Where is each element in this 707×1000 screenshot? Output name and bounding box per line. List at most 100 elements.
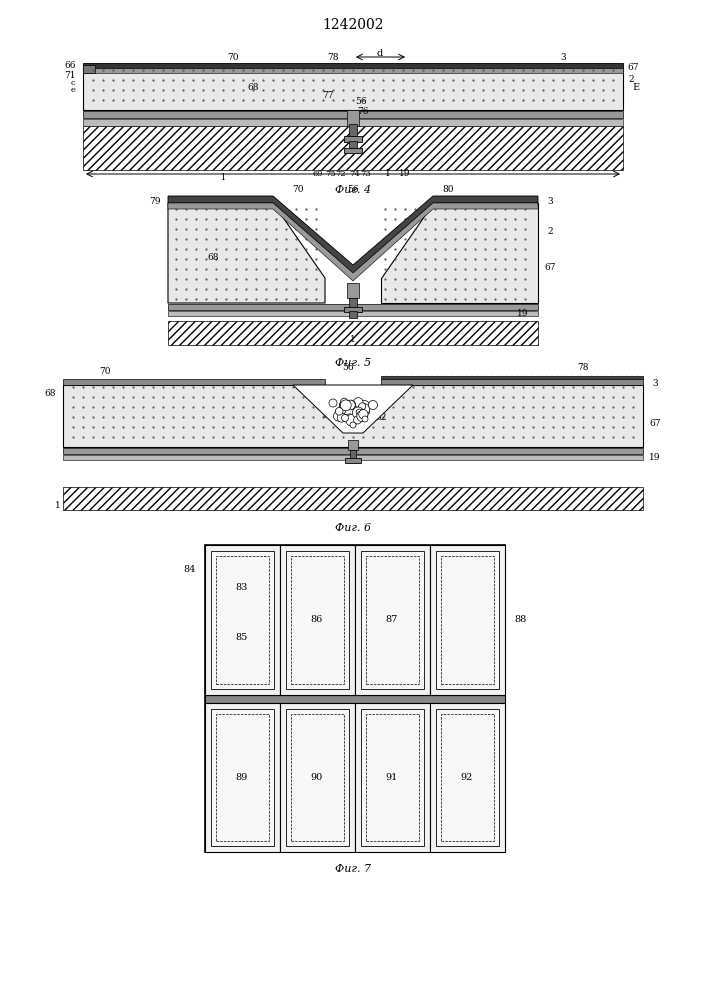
Bar — [63, 448, 643, 454]
Text: 81: 81 — [322, 410, 334, 420]
Text: l: l — [221, 174, 225, 182]
Bar — [348, 440, 358, 450]
Text: 56: 56 — [342, 362, 354, 371]
Bar — [291, 556, 344, 684]
Polygon shape — [293, 385, 413, 433]
Circle shape — [368, 400, 378, 410]
Text: 1: 1 — [55, 500, 61, 510]
Bar — [355, 703, 430, 852]
Circle shape — [346, 400, 355, 410]
Circle shape — [358, 403, 366, 410]
Text: 68: 68 — [45, 388, 56, 397]
Circle shape — [356, 409, 363, 416]
Text: 71: 71 — [64, 72, 76, 81]
Text: 92: 92 — [461, 773, 473, 782]
Text: 3: 3 — [547, 196, 553, 206]
Circle shape — [341, 414, 349, 422]
Bar — [216, 714, 269, 841]
Bar — [63, 385, 643, 447]
Text: 70: 70 — [292, 184, 304, 194]
Text: 76: 76 — [357, 107, 369, 116]
Bar — [286, 551, 349, 689]
Bar — [205, 703, 280, 852]
Bar — [344, 136, 362, 142]
Text: e: e — [71, 86, 76, 94]
Polygon shape — [168, 203, 325, 303]
Circle shape — [337, 413, 346, 422]
Text: 78: 78 — [577, 362, 589, 371]
Bar — [441, 714, 494, 841]
Text: 1: 1 — [350, 336, 356, 344]
Text: 90: 90 — [311, 773, 323, 782]
Circle shape — [358, 403, 370, 415]
Circle shape — [339, 402, 346, 408]
Bar — [344, 148, 362, 153]
Bar — [168, 304, 538, 310]
Text: 66: 66 — [64, 60, 76, 70]
Circle shape — [354, 416, 361, 424]
Circle shape — [339, 408, 346, 414]
Bar — [211, 551, 274, 689]
Text: 77: 77 — [322, 91, 334, 100]
Circle shape — [362, 416, 368, 422]
Text: 89: 89 — [236, 773, 248, 782]
Text: 79: 79 — [149, 196, 160, 206]
Text: 74: 74 — [349, 170, 361, 178]
Bar — [381, 379, 643, 385]
Bar — [381, 376, 643, 379]
Bar — [291, 714, 344, 841]
Bar — [436, 709, 499, 846]
Bar — [83, 119, 623, 126]
Circle shape — [359, 400, 369, 411]
Bar — [83, 65, 95, 73]
Polygon shape — [381, 203, 538, 303]
Text: Фиг. 4: Фиг. 4 — [335, 185, 371, 195]
Circle shape — [345, 414, 354, 423]
Text: 68: 68 — [207, 253, 218, 262]
Bar — [216, 556, 269, 684]
Text: 3: 3 — [652, 378, 658, 387]
Text: 73: 73 — [361, 170, 371, 178]
Bar — [83, 63, 623, 68]
Text: 78: 78 — [327, 53, 339, 62]
Text: 84: 84 — [184, 566, 196, 574]
Bar — [205, 545, 280, 695]
Bar — [349, 141, 357, 148]
Text: c: c — [71, 79, 76, 87]
Text: 72: 72 — [336, 170, 346, 178]
Text: 75: 75 — [326, 170, 337, 178]
Text: 87: 87 — [386, 615, 398, 624]
Text: 56: 56 — [347, 184, 359, 194]
Bar — [347, 110, 359, 126]
Text: Фиг. 5: Фиг. 5 — [335, 358, 371, 368]
Text: 70: 70 — [99, 367, 111, 376]
Circle shape — [346, 414, 358, 426]
Text: 1: 1 — [385, 169, 391, 178]
Bar — [63, 379, 325, 385]
Polygon shape — [168, 196, 538, 273]
Text: E: E — [633, 84, 640, 93]
Text: 88: 88 — [515, 615, 527, 624]
Bar — [344, 307, 362, 312]
Text: 3: 3 — [560, 53, 566, 62]
Bar — [205, 545, 505, 852]
Bar — [280, 703, 355, 852]
Text: 19: 19 — [649, 452, 661, 462]
Text: 70: 70 — [227, 53, 239, 62]
Bar — [441, 556, 494, 684]
Bar — [211, 709, 274, 846]
Bar — [63, 487, 643, 510]
Text: Фиг. 6: Фиг. 6 — [335, 523, 371, 533]
Bar — [430, 703, 505, 852]
Bar — [83, 126, 623, 170]
Text: 2: 2 — [629, 76, 633, 85]
Bar — [366, 714, 419, 841]
Text: 68: 68 — [247, 84, 259, 93]
Circle shape — [340, 400, 351, 411]
Text: 86: 86 — [311, 615, 323, 624]
Bar — [83, 111, 623, 118]
Bar — [83, 68, 623, 73]
Text: 2: 2 — [547, 227, 553, 235]
Circle shape — [352, 407, 364, 418]
Bar — [436, 551, 499, 689]
